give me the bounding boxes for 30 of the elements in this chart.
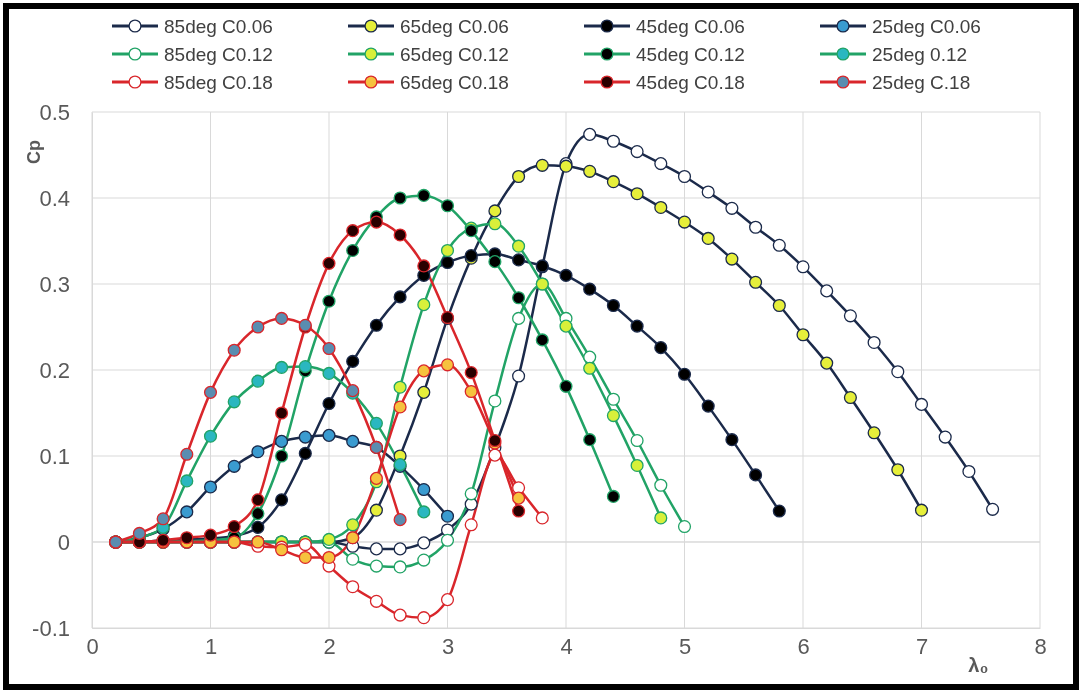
- y-tick-label: 0.4: [39, 185, 70, 211]
- x-tick-label: 4: [560, 633, 573, 659]
- x-tick-label: 8: [1034, 633, 1047, 659]
- y-tick-label: 0.5: [39, 99, 70, 125]
- legend-label: 25deg C.18: [872, 71, 971, 93]
- legend-label: 65deg C0.06: [400, 15, 509, 37]
- x-tick-label: 0: [86, 633, 99, 659]
- x-axis-title: λ₀: [968, 654, 989, 676]
- y-tick-label: 0.1: [39, 443, 70, 469]
- legend-label: 85deg C0.12: [164, 43, 273, 65]
- legend-label: 25deg 0.12: [872, 43, 968, 65]
- y-tick-label: -0.1: [32, 615, 70, 641]
- legend-label: 85deg C0.18: [164, 71, 273, 93]
- x-tick-label: 1: [204, 633, 218, 659]
- y-tick-label: 0.2: [39, 357, 70, 383]
- legend-label: 45deg C0.12: [636, 43, 745, 65]
- legend-label: 85deg C0.06: [164, 15, 273, 37]
- x-tick-label: 2: [323, 633, 336, 659]
- y-tick-label: 0.3: [39, 271, 70, 297]
- x-tick-label: 7: [915, 633, 929, 659]
- legend-label: 25deg C0.06: [872, 15, 981, 37]
- legend-label: 45deg C0.06: [636, 15, 745, 37]
- legend-label: 65deg C0.18: [400, 71, 509, 93]
- x-tick-label: 3: [441, 633, 455, 659]
- y-axis-title: Cp: [24, 140, 44, 164]
- y-tick-label: 0: [57, 529, 70, 555]
- legend-label: 65deg C0.12: [400, 43, 509, 65]
- legend-label: 45deg C0.18: [636, 71, 745, 93]
- x-tick-label: 5: [678, 633, 692, 659]
- x-tick-label: 6: [797, 633, 810, 659]
